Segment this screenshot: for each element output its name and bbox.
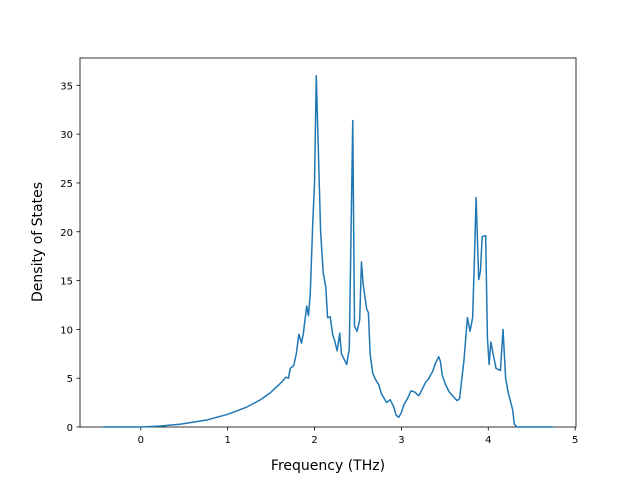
x-tick-label: 3 [398,435,404,446]
y-tick-label: 25 [60,179,73,190]
x-tick-label: 2 [311,435,317,446]
y-tick-label: 15 [60,277,73,288]
plot-frame [79,57,577,428]
data-line [102,74,554,428]
y-tick-label: 35 [60,81,73,92]
x-tick-label: 4 [485,435,491,446]
y-axis-label: Density of States [30,182,46,302]
y-tick-label: 0 [67,423,73,434]
y-tick-label: 30 [60,130,73,141]
x-axis-label: Frequency (THz) [271,458,385,474]
x-tick-label: 1 [224,435,230,446]
x-tick-label: 0 [138,435,144,446]
x-tick-label: 5 [572,435,578,446]
y-tick-label: 10 [60,325,73,336]
y-tick-label: 5 [67,374,73,385]
y-tick-label: 20 [60,228,73,239]
